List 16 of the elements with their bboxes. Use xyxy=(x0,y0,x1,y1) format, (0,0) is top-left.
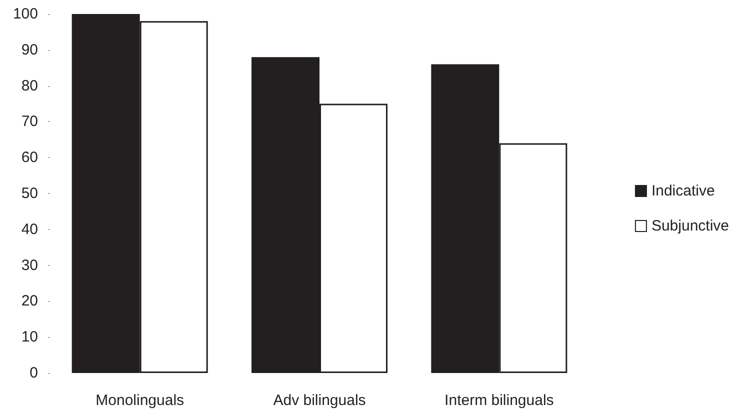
y-tick-label: 20 xyxy=(21,292,38,310)
legend-label: Subjunctive xyxy=(651,218,730,234)
y-tick-label: 70 xyxy=(21,113,38,130)
x-tick-label: Adv bilinguals xyxy=(273,392,366,409)
legend-label: Indicative xyxy=(651,182,715,200)
x-tick-label: Monolinguals xyxy=(96,392,184,409)
y-tick-label: 90 xyxy=(21,41,38,58)
y-tick-label: 60 xyxy=(21,149,38,166)
y-tick-label: 100 xyxy=(12,6,38,22)
y-tick-label: 10 xyxy=(21,328,38,346)
x-tick-label: Interm bilinguals xyxy=(444,392,554,409)
y-tick-label: 0 xyxy=(30,364,38,382)
y-tick-label: 80 xyxy=(21,77,38,94)
y-tick-label: 40 xyxy=(21,220,38,238)
y-tick-label: 30 xyxy=(21,256,38,274)
y-tick-label: 50 xyxy=(21,185,38,202)
